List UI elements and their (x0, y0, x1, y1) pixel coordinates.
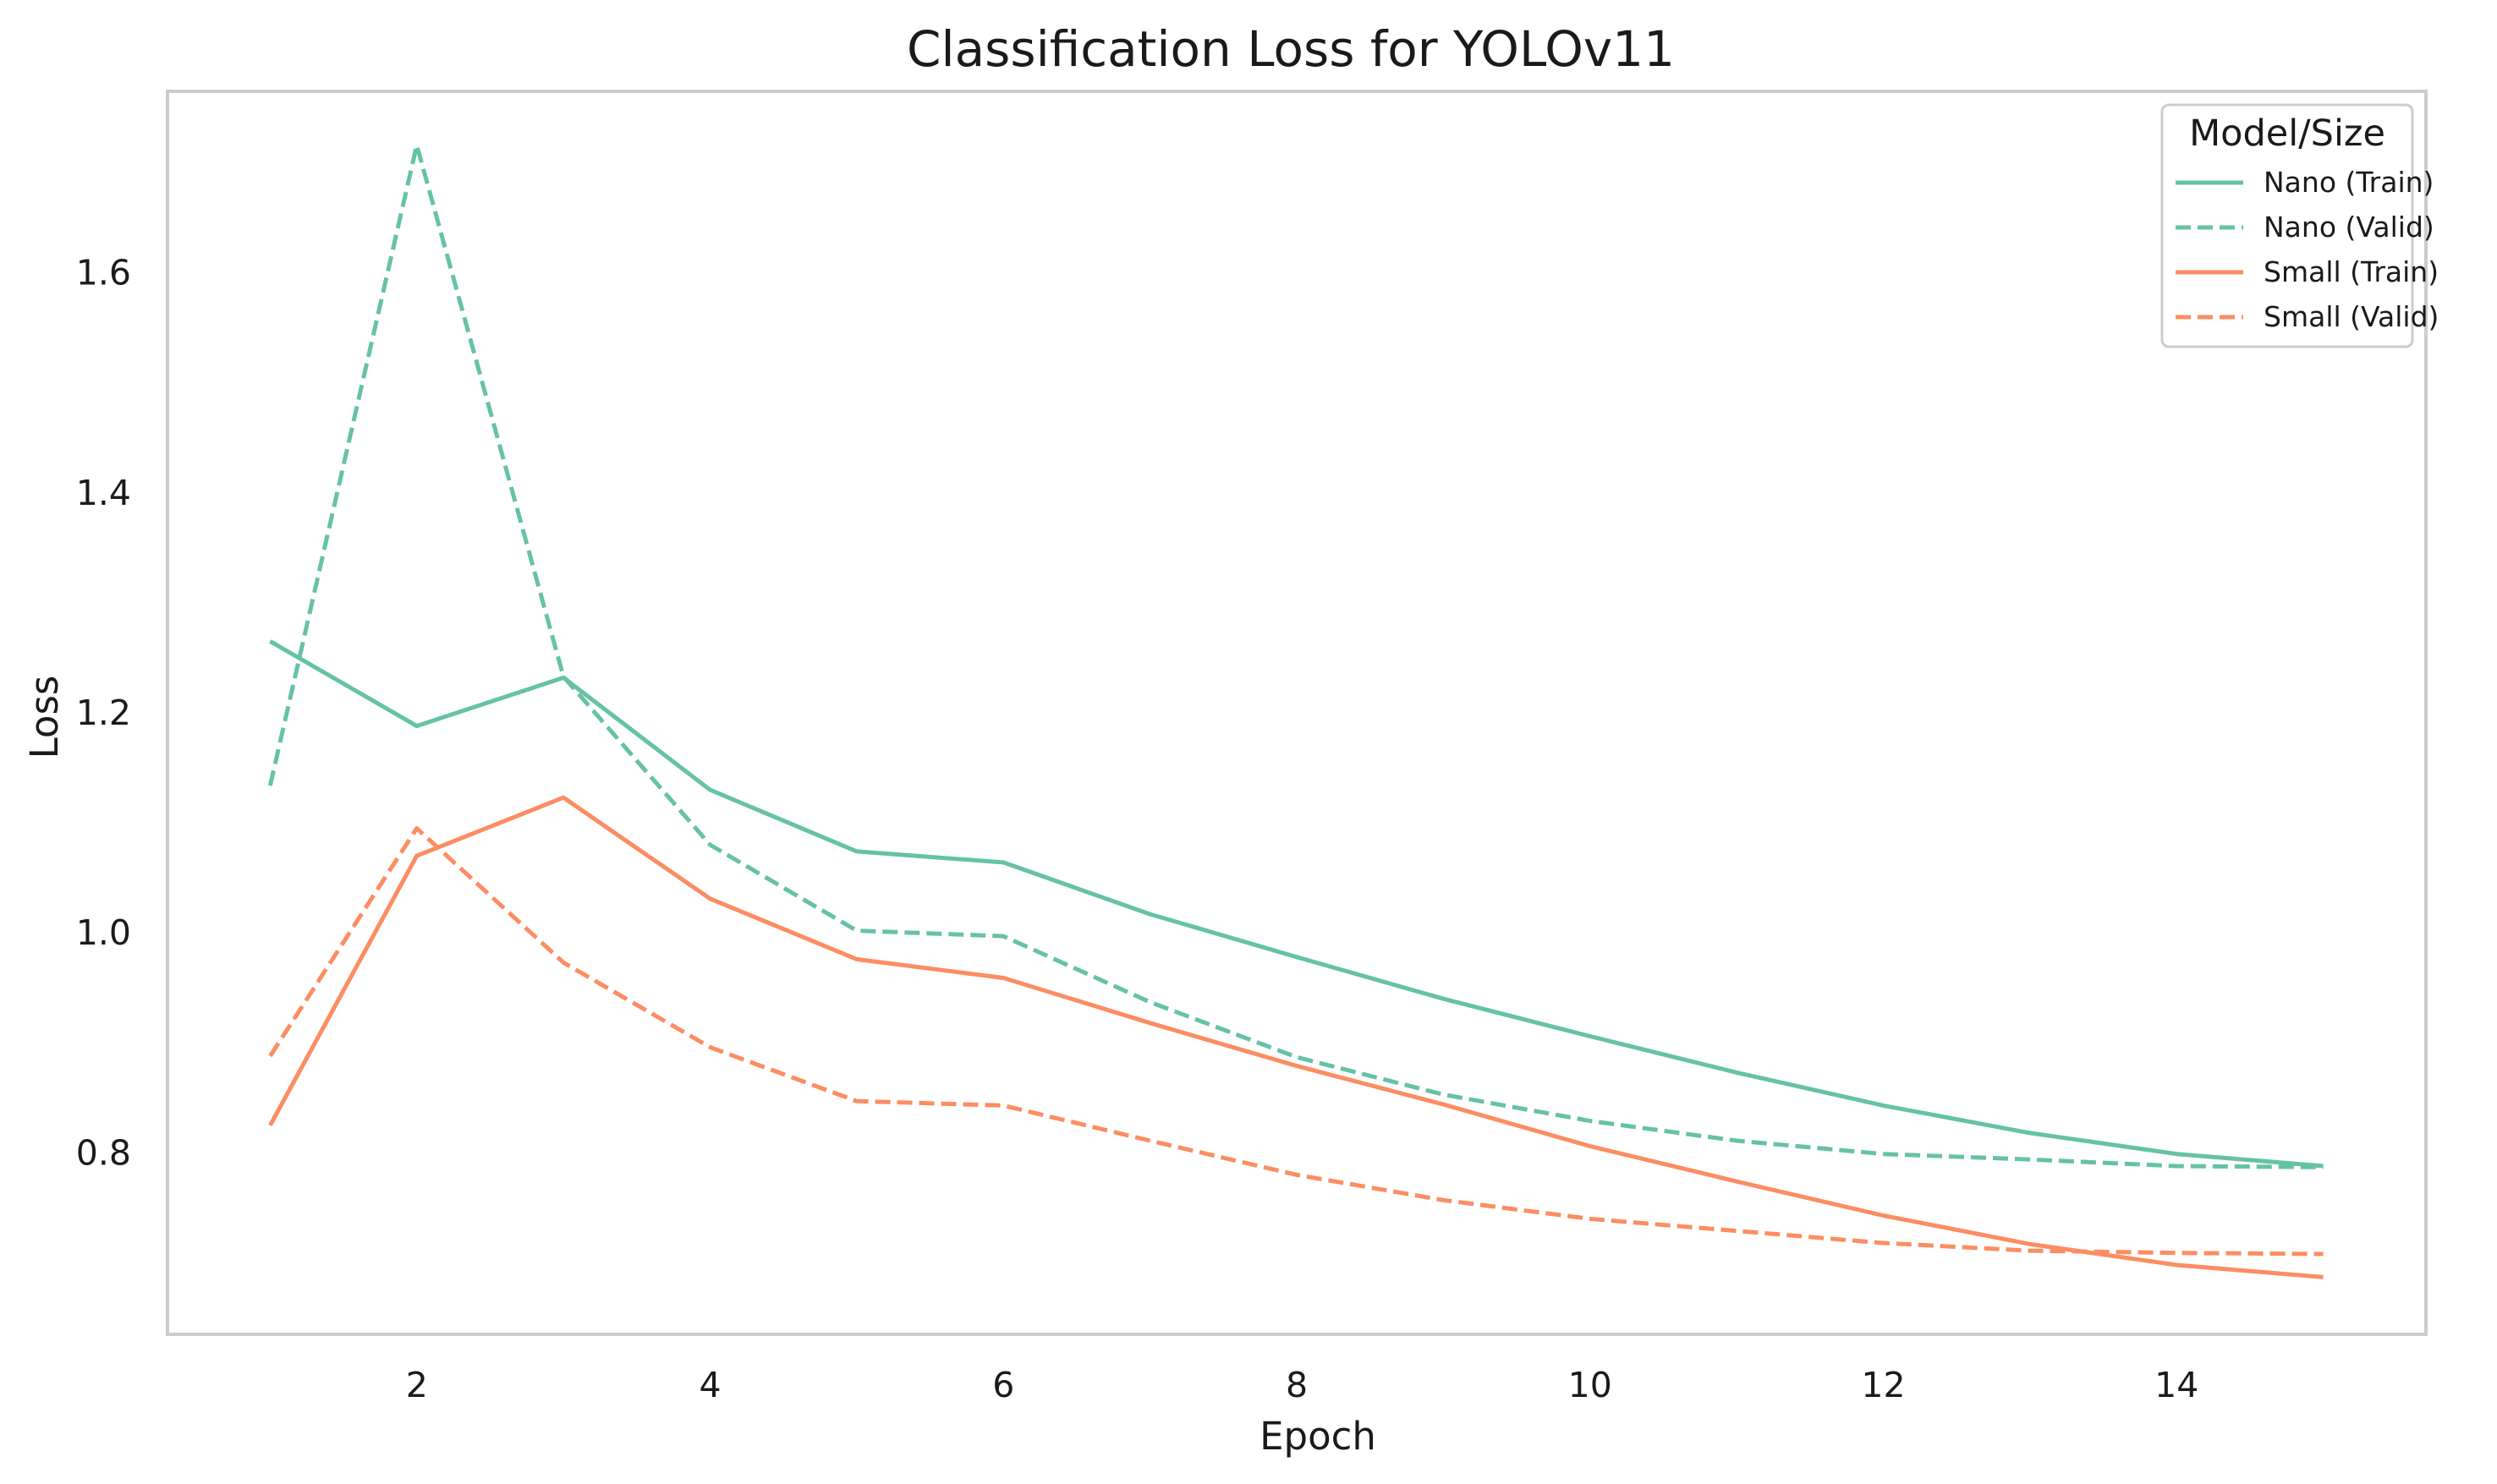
legend-label: Nano (Valid) (2264, 211, 2434, 244)
x-tick-label: 10 (1568, 1365, 1612, 1405)
x-tick-label: 8 (1286, 1365, 1308, 1405)
series-line-small-valid (268, 826, 2324, 1257)
y-tick-label: 1.6 (76, 253, 131, 293)
x-axis-ticks: 2 4 6 8 10 12 14 (406, 1365, 2199, 1405)
x-tick-label: 14 (2154, 1365, 2198, 1405)
legend-label: Nano (Train) (2264, 166, 2434, 199)
chart-title: Classification Loss for YOLOv11 (907, 20, 1675, 78)
y-axis-label: Loss (22, 676, 67, 759)
series-lines (267, 143, 2324, 1279)
legend-box (2160, 103, 2414, 348)
plot-frame (166, 90, 2428, 1336)
y-tick-label: 1.0 (76, 912, 131, 953)
x-tick-label: 2 (406, 1365, 428, 1405)
y-axis-ticks: 0.8 1.0 1.2 1.4 1.6 (76, 253, 131, 1174)
y-tick-label: 1.4 (76, 473, 131, 513)
x-tick-label: 4 (699, 1365, 721, 1405)
series-line-small-train (268, 795, 2324, 1279)
series-line-nano-valid (267, 143, 2324, 1169)
series-line-nano-train (269, 639, 2324, 1169)
y-tick-label: 1.2 (76, 693, 131, 733)
x-axis-label: Epoch (1259, 1414, 1376, 1459)
legend-entries: Nano (Train) Nano (Valid) Small (Train) Sma… (2176, 166, 2439, 333)
x-tick-label: 12 (1861, 1365, 1905, 1405)
x-tick-label: 6 (992, 1365, 1014, 1405)
y-tick-label: 0.8 (76, 1132, 131, 1173)
legend: Model/Size Nano (Train) Nano (Valid) Small… (2160, 103, 2439, 348)
legend-label: Small (Train) (2264, 255, 2439, 288)
legend-title: Model/Size (2189, 112, 2385, 155)
legend-label: Small (Valid) (2264, 300, 2439, 333)
